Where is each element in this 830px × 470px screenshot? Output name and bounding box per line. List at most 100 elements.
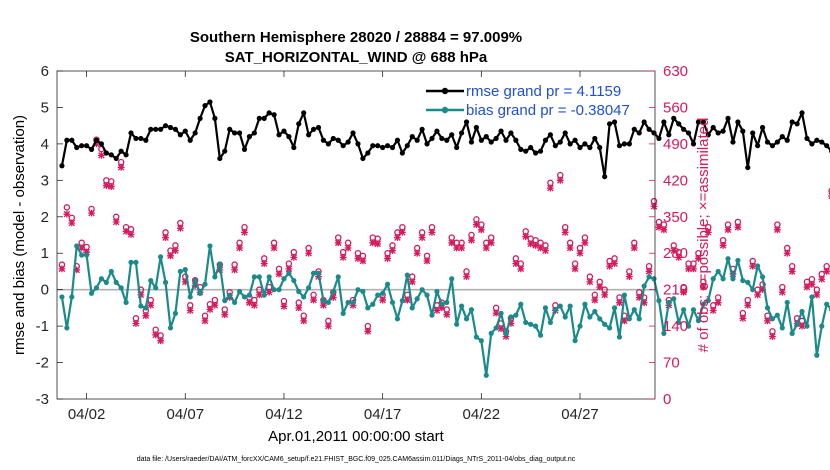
rmse-point — [636, 130, 642, 136]
obs-assimilated-point — [394, 234, 401, 242]
bias-point — [513, 312, 519, 318]
obs-assimilated-point — [537, 244, 544, 252]
y-right-tick-label: 560 — [663, 99, 688, 116]
bias-point — [197, 290, 203, 296]
obs-assimilated-point — [749, 262, 757, 270]
rmse-point — [468, 139, 475, 145]
bias-point — [276, 287, 282, 293]
bias-point — [84, 252, 90, 258]
obs-assimilated-point — [601, 291, 609, 299]
obs-assimilated-point — [172, 247, 179, 255]
rmse-point — [113, 155, 119, 162]
rmse-point — [350, 130, 356, 136]
bias-point — [167, 325, 174, 331]
y-left-tick-label: 4 — [41, 136, 49, 153]
rmse-point — [755, 143, 761, 149]
bias-point — [217, 261, 223, 267]
rmse-point — [162, 123, 169, 129]
obs-assimilated-point — [497, 325, 505, 333]
obs-assimilated-point — [813, 291, 821, 299]
rmse-point — [715, 130, 721, 136]
bias-point — [232, 299, 238, 306]
rmse-point — [602, 174, 608, 180]
rmse-point — [241, 146, 248, 152]
rmse-point — [232, 130, 238, 136]
obs-assimilated-point — [482, 244, 490, 252]
footer-data-file: data file: /Users/raeder/DAI/ATM_forcXX/… — [137, 456, 576, 463]
bias-point — [449, 276, 455, 282]
rmse-point — [325, 141, 331, 147]
rmse-point — [799, 110, 805, 116]
bias-point — [310, 270, 317, 276]
obs-assimilated-point — [625, 273, 633, 281]
rmse-point — [177, 132, 183, 138]
rmse-point — [212, 115, 218, 121]
bias-point — [764, 305, 771, 311]
rmse-point — [148, 126, 154, 132]
bias-point — [266, 274, 272, 280]
obs-assimilated-point — [818, 275, 826, 283]
bias-point — [251, 274, 257, 280]
obs-assimilated-point — [384, 255, 391, 262]
rmse-point — [508, 130, 514, 136]
bias-point — [759, 274, 766, 280]
bias-point — [345, 299, 351, 306]
rmse-point — [730, 139, 736, 145]
bias-point — [715, 268, 721, 275]
rmse-point — [498, 128, 504, 134]
obs-assimilated-point — [630, 244, 638, 252]
bias-point — [143, 305, 149, 311]
rmse-point — [631, 126, 637, 132]
obs-assimilated-point — [191, 282, 199, 289]
obs-assimilated-point — [310, 296, 317, 304]
bias-point — [355, 287, 361, 293]
bias-point — [370, 301, 376, 307]
bias-point — [730, 276, 736, 282]
rmse-point — [128, 130, 134, 136]
obs-assimilated-point — [655, 223, 663, 231]
obs-assimilated-point — [132, 320, 140, 327]
rmse-point — [597, 144, 603, 151]
rmse-point — [473, 124, 479, 131]
obs-assimilated-point — [517, 265, 525, 273]
rmse-point — [695, 119, 702, 125]
bias-point — [508, 314, 514, 320]
bias-point — [172, 310, 179, 316]
bias-point — [128, 259, 134, 265]
bias-point — [192, 277, 198, 284]
bias-point — [271, 287, 277, 293]
rmse-point — [528, 144, 534, 151]
rmse-point — [246, 134, 253, 140]
bias-point — [646, 274, 652, 280]
rmse-point — [103, 150, 109, 156]
bias-point — [755, 263, 761, 269]
rmse-point — [503, 137, 509, 143]
rmse-point — [384, 143, 391, 149]
obs-possible-point — [828, 187, 830, 194]
obs-assimilated-point — [186, 307, 194, 314]
obs-assimilated-point — [660, 226, 668, 234]
bias-point — [488, 330, 494, 336]
obs-assimilated-point — [522, 233, 530, 240]
bias-point — [108, 268, 114, 275]
obs-assimilated-point — [808, 281, 816, 288]
obs-assimilated-point — [798, 322, 806, 330]
obs-assimilated-point — [744, 301, 752, 309]
rmse-point — [355, 141, 361, 147]
rmse-point — [271, 112, 277, 118]
bias-point — [626, 316, 632, 322]
obs-assimilated-point — [616, 299, 623, 307]
bias-point — [281, 276, 287, 282]
bias-point — [745, 279, 751, 285]
bias-point — [631, 307, 637, 313]
rmse-point — [291, 144, 297, 151]
bias-point — [824, 301, 830, 307]
rmse-point — [557, 139, 563, 145]
obs-assimilated-point — [403, 296, 411, 304]
obs-assimilated-point — [369, 239, 377, 247]
rmse-point — [690, 141, 697, 147]
obs-assimilated-point — [621, 317, 628, 325]
obs-assimilated-point — [438, 304, 446, 312]
legend-rmse-marker — [441, 87, 449, 95]
x-tick-label: 04/17 — [364, 406, 402, 423]
